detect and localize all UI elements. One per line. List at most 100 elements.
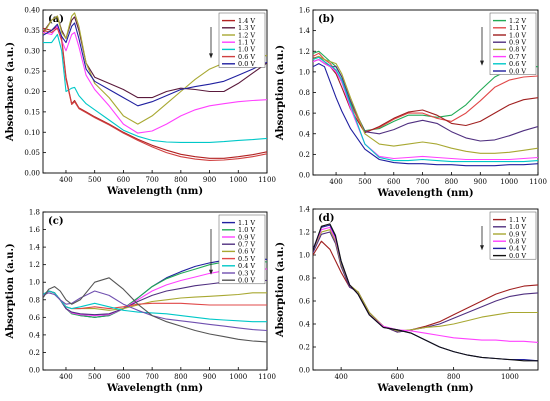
y-tick-label: 0.40 <box>24 7 40 15</box>
y-tick-label: 1.2 <box>299 229 310 237</box>
panel-label: (d) <box>318 213 334 224</box>
x-tick-label: 400 <box>59 176 72 184</box>
y-tick-label: 0.10 <box>24 129 40 137</box>
y-tick-label: 0.05 <box>24 149 40 157</box>
series-line-5 <box>313 55 538 154</box>
series-line-2 <box>313 52 538 133</box>
series-line-7 <box>313 56 538 163</box>
legend-label: 0.9 V <box>238 233 255 241</box>
y-tick-label: 1.0 <box>299 252 310 260</box>
legend-label: 1.1 V <box>238 39 255 47</box>
y-axis-title: Absorption (a.u.) <box>275 242 286 338</box>
legend-label: 1.2 V <box>238 31 255 39</box>
legend-label: 1.4 V <box>238 17 255 25</box>
legend-label: 0.8 V <box>509 238 526 246</box>
series-line-4 <box>43 25 267 134</box>
x-tick-label: 900 <box>203 176 216 184</box>
y-tick-label: 0.20 <box>24 88 40 96</box>
legend-label: 0.6 V <box>238 53 255 61</box>
x-tick-label: 1000 <box>229 176 247 184</box>
legend-label: 1.1 V <box>509 216 526 224</box>
legend-label: 0.9 V <box>509 230 526 238</box>
y-tick-label: 1.6 <box>29 226 41 234</box>
x-tick-label: 500 <box>358 178 371 186</box>
y-tick-label: 0.2 <box>299 344 310 352</box>
y-tick-label: 0.0 <box>299 172 310 180</box>
x-tick-label: 1100 <box>258 373 276 381</box>
y-tick-label: 0.2 <box>29 349 40 357</box>
legend-label: 1.2 V <box>509 17 526 25</box>
y-tick-label: 1.4 <box>299 27 311 35</box>
y-axis-title: Absorption (a.u.) <box>5 243 16 339</box>
chart-panel-4: 400 600 800 1000 0.0 0.2 0.4 0.6 0.8 1.0 1.2 1.4 Wav… <box>275 206 539 394</box>
x-tick-label: 500 <box>88 176 101 184</box>
x-tick-label: 800 <box>445 178 458 186</box>
x-tick-label: 600 <box>391 373 404 381</box>
y-tick-label: 1.4 <box>29 244 41 252</box>
series-line-8 <box>43 290 267 332</box>
trend-arrow-head-icon <box>209 269 213 275</box>
legend-label: 1.3 V <box>238 24 255 32</box>
legend-label: 0.8 V <box>509 46 526 54</box>
x-tick-label: 800 <box>447 373 460 381</box>
x-tick-label: 800 <box>174 176 187 184</box>
series-line-6 <box>313 223 538 362</box>
x-tick-label: 600 <box>387 178 400 186</box>
chart-panel-3: 400 500 600 700 800 900 1000 1100 0.0 0.2 0.4 0.6 0.… <box>5 209 276 395</box>
legend-label: 0.0 V <box>509 67 526 75</box>
plot-frame <box>312 208 539 371</box>
y-tick-label: 1.2 <box>29 261 40 269</box>
y-tick-label: 0.0 <box>299 367 310 375</box>
legend-label: 0.0 V <box>238 60 255 68</box>
trend-arrow-head-icon <box>480 245 484 251</box>
x-axis-title: Wavelength (nm) <box>106 383 203 394</box>
y-tick-label: 0.30 <box>24 47 40 55</box>
y-tick-label: 0.35 <box>24 27 40 35</box>
chart-panel-2: 400 500 600 700 800 900 1000 1100 0.0 0.2 0.4 0.6 0.… <box>275 7 547 200</box>
y-tick-label: 0.6 <box>299 110 311 118</box>
legend-label: 0.4 V <box>509 245 526 253</box>
y-tick-label: 0.4 <box>29 331 41 339</box>
trend-arrow-head-icon <box>209 53 213 59</box>
legend-label: 0.9 V <box>509 39 526 47</box>
series-line-8 <box>313 63 538 167</box>
panel-label: (c) <box>48 216 64 227</box>
chart-panel-1: 400 500 600 700 800 900 1000 1100 0.00 0.05 0.10 0.… <box>5 7 276 198</box>
x-tick-label: 1000 <box>229 373 247 381</box>
series-line-6 <box>43 27 267 161</box>
series-line-3 <box>43 12 267 125</box>
legend-label: 1.0 V <box>509 223 526 231</box>
plot-frame <box>42 211 268 371</box>
x-tick-label: 800 <box>174 373 187 381</box>
y-tick-label: 0.15 <box>24 108 40 116</box>
y-tick-label: 0.4 <box>299 130 311 138</box>
legend-label: 0.5 V <box>238 255 255 263</box>
x-tick-label: 400 <box>334 373 347 381</box>
panel-label: (b) <box>318 14 334 25</box>
legend-label: 1.1 V <box>509 24 526 32</box>
x-axis-title: Wavelength (nm) <box>106 186 203 197</box>
x-tick-label: 500 <box>88 373 101 381</box>
y-tick-label: 1.0 <box>29 279 40 287</box>
series-line-2 <box>43 15 267 99</box>
panel-label: (a) <box>48 14 64 25</box>
y-tick-label: 1.0 <box>299 68 310 76</box>
x-axis-title: Wavelength (nm) <box>376 383 473 394</box>
y-tick-label: 0.00 <box>24 170 40 178</box>
y-tick-label: 1.4 <box>299 206 311 214</box>
y-tick-label: 0.8 <box>299 275 310 283</box>
x-tick-label: 400 <box>329 178 342 186</box>
series-line-9 <box>43 277 267 343</box>
y-tick-label: 0.6 <box>29 314 41 322</box>
y-axis-title: Absorbance (a.u.) <box>5 42 16 142</box>
series-line-5 <box>43 33 267 143</box>
y-tick-label: 0.6 <box>299 298 311 306</box>
trend-arrow-head-icon <box>480 60 484 66</box>
legend-label: 0.7 V <box>238 241 255 249</box>
y-tick-label: 0.8 <box>299 89 310 97</box>
x-tick-label: 1100 <box>529 178 547 186</box>
legend-label: 0.7 V <box>509 53 526 61</box>
x-tick-label: 400 <box>59 373 72 381</box>
legend-label: 0.6 V <box>509 60 526 68</box>
x-tick-label: 700 <box>416 178 429 186</box>
